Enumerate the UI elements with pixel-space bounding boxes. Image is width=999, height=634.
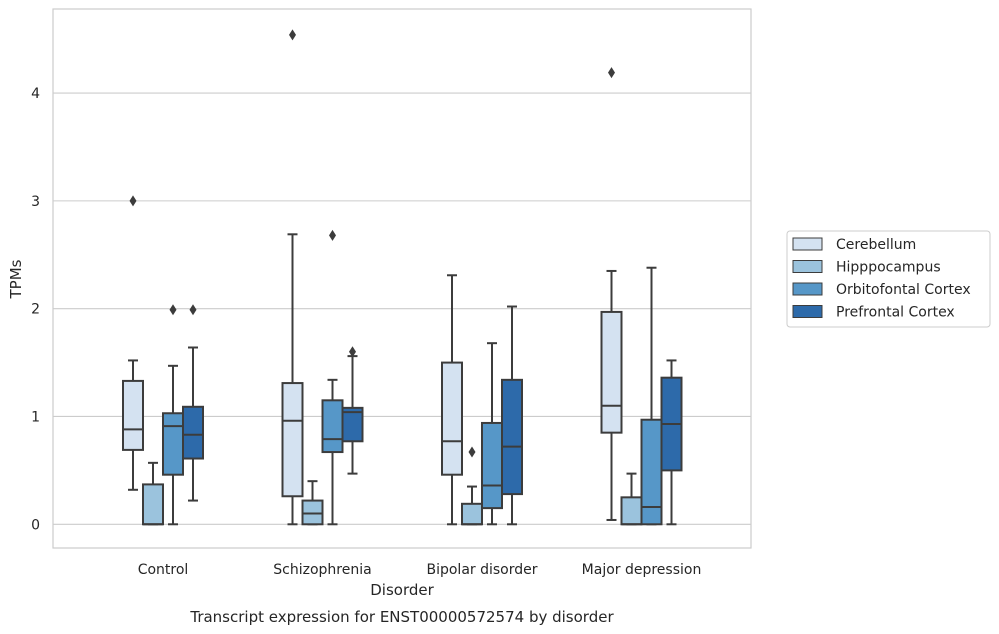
outlier-point — [468, 446, 476, 458]
box-series — [122, 29, 683, 526]
box-orbitofontal-cortex — [321, 229, 344, 526]
x-tick-label: Bipolar disorder — [426, 562, 537, 578]
interquartile-box — [142, 483, 164, 526]
outlier-point — [289, 29, 296, 41]
legend-label: Hipppocampus — [836, 260, 941, 276]
outlier-point — [129, 195, 137, 207]
y-axis-title: TPMs — [7, 259, 25, 299]
box-hipppocampus — [142, 461, 164, 526]
plot-area-frame — [52, 8, 752, 549]
box-orbitofontal-cortex — [640, 266, 663, 526]
x-axis-title: Disorder — [370, 581, 434, 599]
outlier-point — [349, 346, 356, 358]
outlier-point — [608, 67, 615, 79]
y-tick-label: 4 — [31, 86, 40, 102]
legend-swatch — [792, 260, 823, 273]
y-tick-label: 2 — [31, 302, 40, 318]
x-tick-label: Control — [138, 562, 189, 578]
legend-swatch — [792, 305, 823, 318]
interquartile-box — [481, 421, 503, 510]
y-tick-label: 3 — [31, 194, 40, 210]
outlier-point — [169, 304, 177, 316]
outlier-point — [329, 229, 336, 241]
box-orbitofontal-cortex — [481, 342, 503, 526]
box-hipppocampus — [301, 480, 324, 526]
box-hipppocampus — [461, 446, 483, 526]
interquartile-box — [600, 310, 623, 434]
chart-caption: Transcript expression for ENST0000057257… — [189, 608, 614, 626]
x-tick-label: Schizophrenia — [273, 562, 371, 578]
x-axis-ticks: Control Schizophrenia Bipolar disorder Majo… — [138, 562, 702, 578]
legend-swatch — [792, 282, 823, 296]
box-prefrontal-cortex — [660, 359, 683, 526]
y-axis-ticks: 0 1 2 3 4 — [31, 86, 40, 533]
legend-label: Prefrontal Cortex — [836, 305, 955, 321]
legend-frame — [786, 230, 991, 328]
interquartile-box — [321, 399, 344, 454]
legend: Cerebellum Hipppocampus Orbitofontal Corte… — [786, 230, 991, 328]
box-prefrontal-cortex — [501, 305, 523, 526]
interquartile-box — [640, 418, 663, 526]
interquartile-box — [341, 406, 364, 443]
interquartile-box — [281, 382, 304, 498]
y-tick-label: 0 — [31, 517, 40, 533]
x-tick-label: Major depression — [582, 562, 702, 578]
outlier-point — [189, 304, 197, 316]
box-hipppocampus — [620, 472, 643, 526]
box-prefrontal-cortex — [341, 346, 364, 475]
box-cerebellum — [122, 195, 144, 491]
interquartile-box — [122, 379, 144, 451]
interquartile-box — [162, 412, 184, 476]
box-orbitofontal-cortex — [162, 304, 184, 526]
interquartile-box — [301, 499, 324, 526]
interquartile-box — [620, 496, 643, 526]
interquartile-box — [441, 361, 463, 476]
interquartile-box — [501, 378, 523, 496]
legend-swatch — [792, 237, 823, 251]
legend-label: Orbitofontal Cortex — [836, 282, 971, 298]
interquartile-box — [182, 405, 204, 460]
interquartile-box — [461, 502, 483, 526]
box-cerebellum — [600, 67, 623, 521]
box-cerebellum — [281, 29, 304, 526]
box-cerebellum — [441, 274, 463, 526]
box-prefrontal-cortex — [182, 304, 204, 502]
y-tick-label: 1 — [31, 409, 40, 425]
legend-label: Cerebellum — [836, 237, 916, 253]
